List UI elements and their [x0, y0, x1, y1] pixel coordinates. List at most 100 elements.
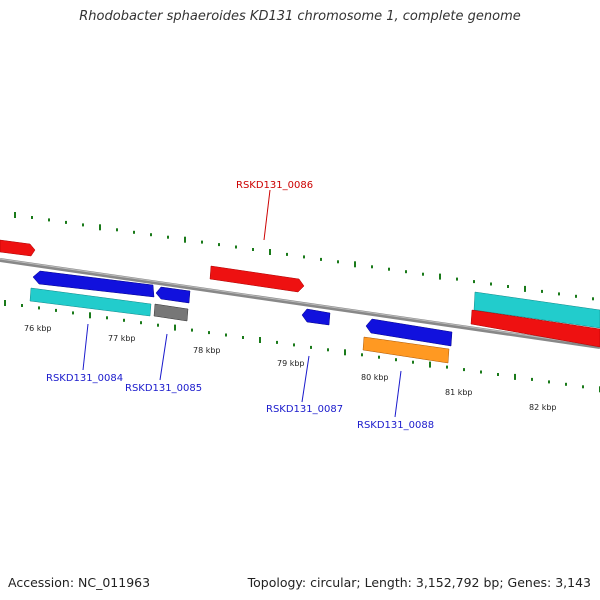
kbp-label: 82 kbp: [529, 403, 557, 412]
tick-mark-outer: [524, 285, 526, 292]
gene-label-rskd131-0084[interactable]: RSKD131_0084: [46, 373, 123, 384]
tick-mark-outer: [456, 277, 458, 281]
tick-mark-inner: [4, 300, 6, 306]
feature-gray[interactable]: [153, 303, 189, 322]
tick-mark-inner: [21, 304, 23, 307]
map-title: Rhodobacter sphaeroides KD131 chromosome…: [79, 9, 521, 24]
tick-mark-inner: [293, 343, 295, 347]
accession-text: Accession: NC_011963: [8, 575, 151, 590]
tick-mark-inner: [106, 316, 108, 320]
tick-mark-inner: [378, 355, 380, 359]
tick-mark-outer: [48, 218, 50, 222]
tick-mark-inner: [412, 360, 414, 364]
tick-mark-outer: [575, 294, 577, 298]
tick-mark-outer: [422, 272, 424, 276]
tick-mark-inner: [361, 353, 363, 357]
tick-mark-outer: [235, 245, 237, 249]
kbp-label: 79 kbp: [277, 359, 305, 368]
tick-mark-outer: [252, 248, 254, 251]
tick-mark-outer: [303, 255, 305, 259]
tick-mark-outer: [14, 212, 16, 218]
tick-mark-inner: [225, 333, 227, 337]
tick-mark-outer: [201, 240, 203, 244]
tick-mark-inner: [429, 361, 431, 368]
tick-mark-outer: [269, 249, 271, 255]
kbp-label: 80 kbp: [361, 373, 389, 382]
tick-mark-inner: [446, 365, 448, 369]
feature-rskd131-0088[interactable]: [365, 318, 453, 347]
kbp-label: 76 kbp: [24, 324, 52, 333]
tick-mark-inner: [327, 348, 329, 352]
kbp-label: 78 kbp: [193, 346, 221, 355]
tick-mark-outer: [473, 280, 475, 284]
chromosome-backbone: [0, 258, 600, 349]
feature-rskd131-0085[interactable]: [155, 286, 191, 304]
feature-red-right[interactable]: [470, 309, 600, 348]
tick-marks-inner: [4, 300, 600, 393]
gene-label-rskd131-0085[interactable]: RSKD131_0085: [125, 383, 202, 394]
genome-summary-text: Topology: circular; Length: 3,152,792 bp…: [247, 575, 591, 590]
leader-rskd131-0087: [301, 355, 310, 403]
gene-label-rskd131-0086[interactable]: RSKD131_0086: [236, 180, 313, 191]
tick-mark-outer: [150, 233, 152, 237]
chromosome-backbone-highlight: [0, 258, 600, 347]
tick-mark-inner: [531, 377, 533, 381]
tick-mark-inner: [89, 312, 91, 319]
feature-cyan-right[interactable]: [473, 291, 600, 329]
tick-mark-inner: [72, 311, 74, 315]
tick-mark-inner: [497, 373, 499, 376]
tick-mark-outer: [218, 243, 220, 247]
tick-mark-outer: [558, 292, 560, 296]
tick-mark-inner: [548, 380, 550, 384]
tick-mark-outer: [371, 265, 373, 269]
tick-mark-inner: [140, 321, 142, 325]
tick-mark-outer: [490, 282, 492, 286]
leader-rskd131-0088: [394, 370, 402, 418]
tick-mark-outer: [354, 261, 356, 268]
tick-mark-inner: [582, 385, 584, 389]
tick-marks-outer: [14, 212, 594, 301]
gene-label-rskd131-0088[interactable]: RSKD131_0088: [357, 420, 434, 431]
tick-mark-inner: [514, 373, 516, 380]
tick-mark-inner: [157, 323, 159, 327]
kbp-label: 77 kbp: [108, 334, 136, 343]
tick-mark-outer: [99, 224, 101, 231]
tick-mark-outer: [167, 235, 169, 239]
tick-mark-inner: [55, 308, 57, 312]
tick-mark-inner: [463, 368, 465, 372]
tick-mark-inner: [344, 349, 346, 356]
leader-rskd131-0086: [263, 189, 271, 241]
tick-mark-inner: [565, 382, 567, 386]
tick-mark-outer: [133, 230, 135, 234]
gene-label-rskd131-0087[interactable]: RSKD131_0087: [266, 404, 343, 415]
tick-mark-outer: [286, 252, 288, 256]
tick-mark-outer: [337, 260, 339, 264]
feature-cyan-left[interactable]: [29, 287, 152, 317]
tick-mark-outer: [65, 220, 67, 224]
tick-mark-outer: [405, 270, 407, 274]
tick-mark-inner: [276, 340, 278, 344]
tick-mark-inner: [310, 345, 312, 349]
tick-mark-inner: [480, 370, 482, 374]
tick-mark-inner: [174, 324, 176, 331]
feature-rskd131-0087[interactable]: [301, 308, 331, 326]
tick-mark-inner: [191, 328, 193, 332]
tick-mark-outer: [31, 216, 33, 219]
leader-rskd131-0085: [159, 333, 168, 381]
tick-mark-inner: [38, 306, 40, 310]
feature-orange[interactable]: [362, 336, 450, 364]
tick-mark-outer: [439, 273, 441, 280]
kbp-label: 81 kbp: [445, 388, 473, 397]
feature-rskd131-0086[interactable]: [209, 265, 305, 293]
tick-mark-outer: [116, 228, 118, 232]
tick-mark-inner: [242, 336, 244, 339]
tick-mark-outer: [507, 285, 509, 288]
tick-mark-outer: [320, 257, 322, 261]
tick-mark-outer: [592, 297, 594, 301]
feature-rskd131-0084[interactable]: [32, 270, 155, 298]
tick-mark-outer: [541, 289, 543, 293]
feature-red-left[interactable]: [0, 239, 36, 257]
tick-mark-inner: [208, 331, 210, 335]
tick-mark-inner: [395, 358, 397, 362]
